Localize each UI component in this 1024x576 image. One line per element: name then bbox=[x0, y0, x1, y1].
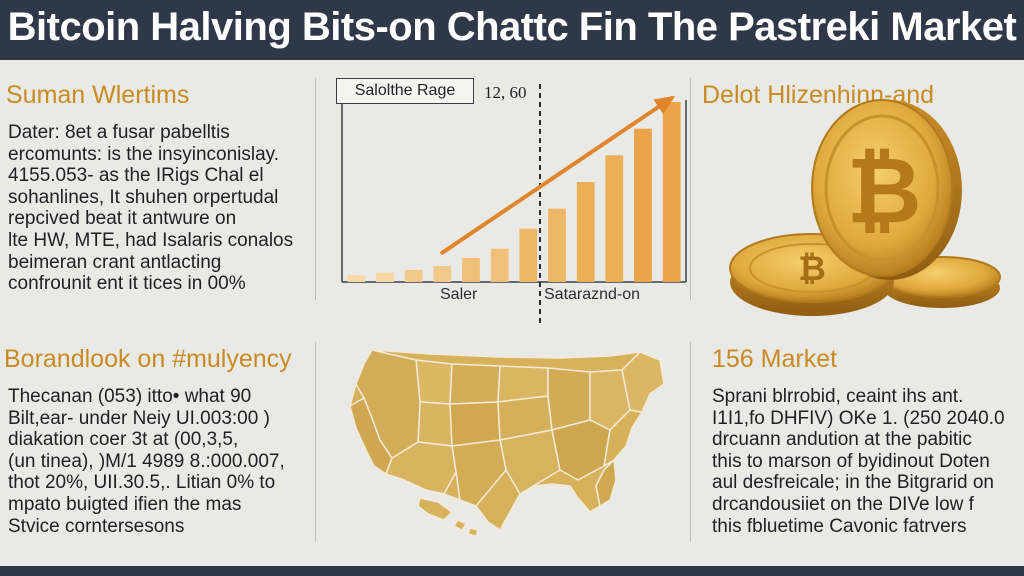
text-line: drcuann andution at the pabitic bbox=[712, 429, 972, 451]
divider-top-right bbox=[690, 78, 691, 300]
chart-xlabel-left: Saler bbox=[440, 286, 478, 303]
chart-bar bbox=[576, 182, 595, 282]
text-line: I1I1,fo DHFIV) OKe 1. (250 2040.0 bbox=[712, 407, 1005, 429]
chart-bar bbox=[347, 275, 366, 282]
text-line: beimeran crant antlacting bbox=[8, 251, 222, 273]
chart-legend-box: Salolthe Rage bbox=[336, 78, 474, 104]
text-line: ercomunts: is the insyinconislay. bbox=[8, 143, 280, 165]
text-line: Thecanan (053) itto• what 90 bbox=[8, 386, 252, 407]
trend-arrow-head bbox=[653, 95, 675, 115]
section-body-top-left: Dater: 8et a fusar pabelltis ercomunts: … bbox=[8, 122, 293, 295]
divider-bottom-left bbox=[315, 342, 316, 542]
chart-bar bbox=[462, 258, 480, 282]
section-body-bottom-right: Sprani blrrobid, ceaint ihs ant. I1I1,fo… bbox=[712, 386, 1005, 537]
section-heading-top-left: Suman Wlertims bbox=[6, 81, 190, 109]
text-line: Bilt,ear- under Neiy UI.003:00 ) bbox=[8, 407, 270, 429]
text-line: this fbluetime Cavonic fatrvers bbox=[712, 515, 967, 537]
text-line: drcandousiiet on the DIVe low f bbox=[712, 493, 974, 515]
chart-annotation: 12, 60 bbox=[484, 83, 527, 102]
text-line: diakation coer 3t at (00,3,5, bbox=[8, 429, 239, 451]
title-bar bbox=[0, 0, 1024, 60]
footer-bar bbox=[0, 566, 1024, 576]
text-line: mpato buigted ifien the mas bbox=[8, 493, 242, 515]
section-heading-bottom-right: 156 Market bbox=[712, 345, 838, 373]
text-line: Sprani blrrobid, ceaint ihs ant. bbox=[712, 386, 964, 407]
text-line: (un tinea), )M/1 4989 8.:000.007, bbox=[8, 450, 285, 472]
chart-bar bbox=[548, 208, 566, 282]
text-line: aul desfreicale; in the Bitgrarid on bbox=[712, 472, 994, 494]
text-line: confrounit ent it tices in 00% bbox=[8, 273, 246, 295]
chart-bar bbox=[404, 270, 423, 282]
chart-bar bbox=[662, 102, 681, 282]
section-body-bottom-left: Thecanan (053) itto• what 90 Bilt,ear- u… bbox=[8, 386, 285, 537]
chart-bar bbox=[433, 266, 452, 282]
text-line: sohanlines, It shuhen orpertudal bbox=[8, 186, 279, 208]
chart-bar bbox=[605, 155, 624, 282]
chart-bar bbox=[634, 128, 652, 282]
text-line: Stvice corntersesons bbox=[8, 515, 185, 537]
section-heading-bottom-left: Borandlook on #mulyency bbox=[4, 345, 292, 373]
text-line: 4155.053- as the IRigs Chal el bbox=[8, 165, 264, 187]
chart-bar bbox=[376, 272, 394, 282]
chart-bar bbox=[490, 248, 509, 282]
text-line: lte HW, MTE, had Isalaris conalos bbox=[8, 229, 294, 251]
text-line: repcived beat it antwure on bbox=[8, 208, 237, 230]
svg-text:₿: ₿ bbox=[847, 140, 922, 242]
text-line: Dater: 8et a fusar pabelltis bbox=[8, 122, 230, 143]
divider-top-left bbox=[315, 78, 316, 300]
chart-bar bbox=[519, 228, 538, 282]
svg-text:₿: ₿ bbox=[798, 250, 826, 288]
trend-arrow-line bbox=[440, 96, 674, 255]
chart-xlabel-right: Sataraznd-on bbox=[544, 286, 641, 303]
text-line: thot 20%, UII.30.5,. Litian 0% to bbox=[8, 472, 276, 494]
text-line: this to marson of byidinout Doten bbox=[712, 450, 990, 472]
divider-bottom-right bbox=[690, 342, 691, 542]
page-title: Bitcoin Halving Bits-on Chattc Fin The P… bbox=[7, 5, 1017, 49]
